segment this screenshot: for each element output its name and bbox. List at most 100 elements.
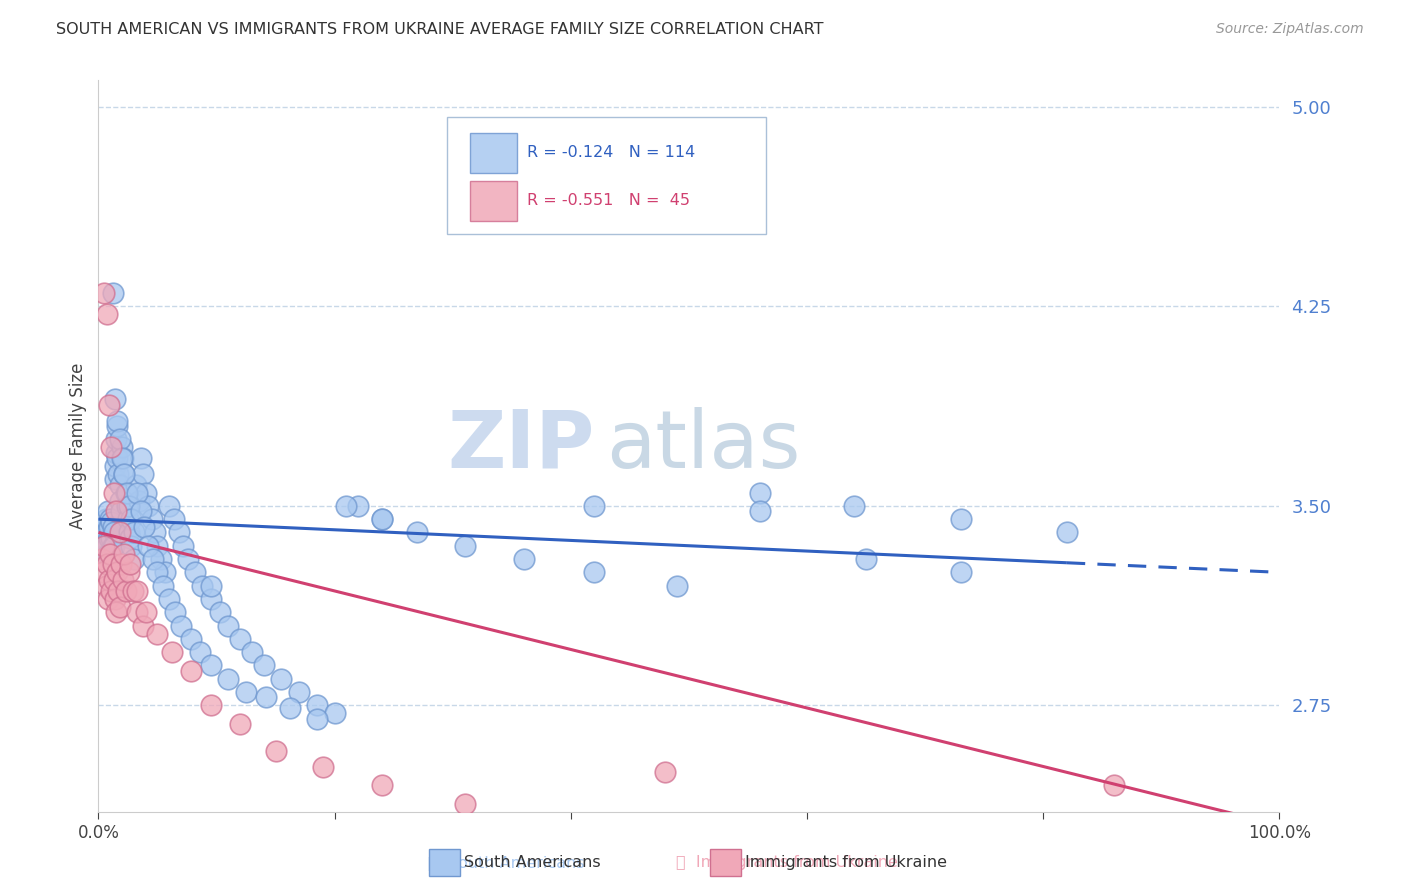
Point [142,552,165,566]
Point [146,539,169,553]
Point [949,512,972,526]
Text: ⬜  South Americans: ⬜ South Americans [427,855,585,870]
Point [136,539,159,553]
Point [111,440,134,454]
Point [122,525,145,540]
Point [108,477,131,491]
Point [98,512,121,526]
Point [91,552,114,566]
Text: Immigrants from Ukraine: Immigrants from Ukraine [745,855,948,870]
Point [103,574,125,588]
Text: R = -0.551   N =  45: R = -0.551 N = 45 [527,194,690,209]
Text: atlas: atlas [606,407,800,485]
Point [103,485,125,500]
Point [136,499,159,513]
Point [97,547,120,561]
Point [96,307,118,321]
Y-axis label: Average Family Size: Average Family Size [69,363,87,529]
FancyBboxPatch shape [447,117,766,234]
Point [105,504,128,518]
Point [98,531,121,545]
Point [278,701,301,715]
Text: Source: ZipAtlas.com: Source: ZipAtlas.com [1216,22,1364,37]
Point [150,552,173,566]
Point [127,485,149,500]
Point [98,398,121,412]
Point [132,467,155,481]
Point [122,552,145,566]
Point [254,690,277,705]
Point [98,547,121,561]
Text: ⬜  Immigrants from Ukraine: ⬜ Immigrants from Ukraine [676,855,898,870]
Point [108,433,131,447]
Point [100,531,122,545]
Point [108,599,131,614]
Point [240,645,263,659]
Point [94,579,117,593]
Point [128,493,150,508]
Point [200,591,222,606]
Point [453,539,475,553]
Point [160,645,183,659]
Point [115,485,138,500]
Point [152,579,174,593]
Point [172,539,194,553]
Point [583,499,606,513]
Point [512,552,534,566]
Point [100,584,122,599]
Point [305,698,328,713]
Point [167,525,190,540]
Point [191,579,214,593]
Point [748,504,770,518]
Point [105,566,128,580]
Point [371,778,394,792]
Point [127,605,149,619]
Point [217,672,239,686]
Point [103,539,125,553]
Point [96,525,118,540]
Point [105,414,128,428]
Point [101,520,124,534]
Point [453,797,475,811]
Point [108,525,131,540]
Point [121,539,143,553]
Point [209,605,232,619]
Point [93,531,115,545]
Point [200,658,222,673]
Point [184,566,207,580]
Point [100,515,122,529]
Point [157,591,180,606]
Point [1056,525,1078,540]
Point [229,632,252,646]
Point [110,504,132,518]
Point [177,552,200,566]
Point [583,566,606,580]
Point [163,512,186,526]
Point [129,504,152,518]
Point [91,525,114,540]
Point [141,512,163,526]
FancyBboxPatch shape [471,133,516,172]
Point [112,467,135,481]
Point [108,493,131,508]
Text: South Americans: South Americans [464,855,600,870]
Point [654,764,676,779]
Point [93,539,115,553]
Point [115,499,138,513]
Point [180,664,202,678]
Point [118,566,141,580]
Point [120,531,142,545]
Point [229,717,252,731]
Point [270,672,292,686]
Point [305,712,328,726]
Point [127,584,149,599]
Point [170,618,193,632]
Point [97,504,120,518]
Point [288,685,311,699]
Point [129,450,152,465]
Point [101,539,124,553]
Point [111,450,134,465]
Point [146,566,169,580]
Point [146,626,169,640]
Point [112,574,135,588]
